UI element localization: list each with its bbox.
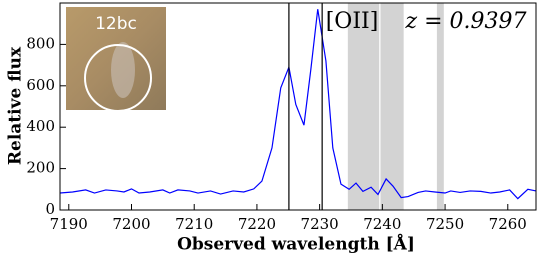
inset-label: 12bc — [95, 14, 137, 34]
y-tick-label: 200 — [26, 159, 55, 177]
x-tick-label: 7260 — [489, 215, 527, 233]
x-tick-label: 7190 — [50, 215, 88, 233]
shaded-regions — [347, 3, 444, 210]
plot-frame — [59, 2, 537, 211]
y-tick-label: 600 — [26, 76, 55, 94]
x-tick-label: 7210 — [175, 215, 213, 233]
inset-circle — [84, 44, 152, 112]
x-axis-label: Observed wavelength [Å] — [177, 233, 415, 255]
y-tick-label: 400 — [26, 117, 55, 135]
annotation: [OII] — [326, 9, 379, 34]
y-tick-label: 800 — [26, 34, 55, 52]
x-tick-label: 7250 — [426, 215, 464, 233]
x-tick-label: 7200 — [112, 215, 150, 233]
x-tick-label: 7220 — [238, 215, 276, 233]
y-tick-label: 0 — [45, 200, 55, 218]
x-tick-label: 7230 — [301, 215, 339, 233]
spectrum-line — [59, 9, 537, 200]
shaded-region — [436, 3, 444, 210]
inset-galaxy — [111, 42, 135, 98]
annotation: z = 0.9397 — [405, 9, 527, 34]
y-axis-label: Relative flux — [6, 46, 26, 165]
shaded-region — [380, 3, 404, 210]
inset-image: 12bc — [66, 7, 166, 112]
plot-area — [59, 3, 537, 210]
shaded-region — [347, 3, 380, 210]
x-tick-label: 7240 — [363, 215, 401, 233]
